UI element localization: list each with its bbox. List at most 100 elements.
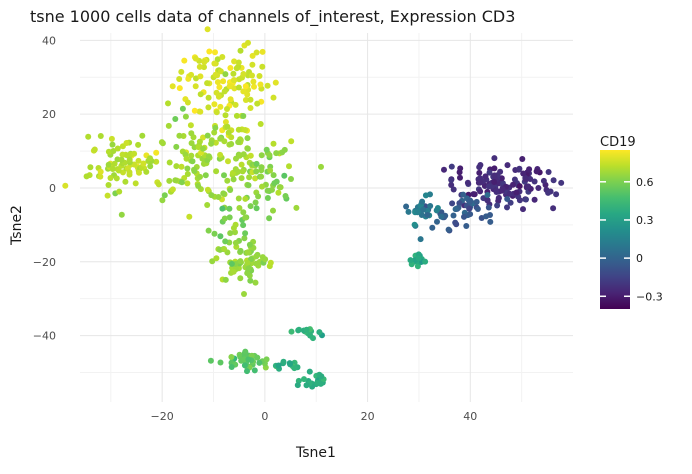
- y-tick-label: −40: [33, 330, 56, 343]
- scatter-point: [241, 235, 248, 242]
- scatter-point: [173, 143, 180, 150]
- scatter-point: [221, 172, 227, 179]
- scatter-point: [235, 126, 242, 133]
- scatter-point: [228, 260, 235, 267]
- scatter-point: [213, 255, 220, 262]
- scatter-point: [245, 182, 252, 189]
- scatter-point: [135, 157, 142, 164]
- scatter-point: [263, 356, 270, 363]
- scatter-point: [240, 222, 247, 229]
- scatter-point: [211, 60, 218, 67]
- scatter-point: [115, 167, 122, 174]
- scatter-point: [540, 177, 547, 184]
- scatter-point: [417, 236, 424, 243]
- scatter-point: [513, 189, 520, 196]
- scatter-point: [169, 83, 176, 90]
- scatter-point: [192, 83, 199, 90]
- scatter-point: [235, 139, 242, 146]
- scatter-point: [429, 224, 436, 231]
- scatter-point: [123, 140, 130, 146]
- x-tick-label: 0: [261, 410, 268, 423]
- scatter-point: [240, 88, 247, 95]
- scatter-point: [231, 85, 238, 92]
- scatter-point: [186, 213, 193, 220]
- scatter-point: [147, 155, 153, 162]
- scatter-point: [403, 203, 410, 210]
- scatter-point: [516, 183, 523, 190]
- scatter-point: [232, 239, 239, 246]
- scatter-point: [213, 109, 220, 116]
- scatter-point: [204, 132, 211, 139]
- scatter-point: [510, 181, 516, 188]
- scatter-point: [438, 213, 445, 220]
- scatter-point: [197, 91, 204, 98]
- scatter-point: [445, 226, 452, 233]
- scatter-point: [201, 59, 208, 65]
- scatter-point: [227, 230, 234, 237]
- scatter-point: [237, 47, 244, 54]
- scatter-point: [272, 79, 279, 86]
- scatter-point: [87, 164, 94, 171]
- scatter-point: [253, 160, 260, 167]
- scatter-point: [288, 176, 294, 182]
- scatter-point: [109, 141, 116, 148]
- scatter-point: [236, 152, 243, 159]
- scatter-point: [407, 257, 414, 264]
- scatter-point: [282, 193, 289, 199]
- scatter-point: [172, 177, 179, 184]
- scatter-point: [240, 71, 247, 77]
- scatter-point: [473, 198, 480, 205]
- scatter-point: [140, 160, 147, 167]
- scatter-point: [217, 135, 224, 142]
- scatter-point: [165, 100, 171, 107]
- scatter-point: [97, 173, 104, 180]
- scatter-point: [266, 215, 273, 222]
- scatter-point: [504, 204, 510, 211]
- scatter-point: [246, 241, 253, 248]
- scatter-point: [227, 65, 234, 71]
- scatter-point: [191, 107, 198, 114]
- scatter-point: [122, 178, 129, 185]
- scatter-point: [214, 79, 221, 86]
- scatter-point: [195, 183, 202, 189]
- scatter-point: [415, 255, 422, 262]
- scatter-point: [230, 225, 237, 231]
- scatter-point: [227, 187, 234, 193]
- scatter-point: [206, 48, 213, 55]
- scatter-point: [242, 214, 249, 221]
- scatter-point: [259, 183, 265, 190]
- scatter-point: [270, 140, 277, 147]
- y-axis-title: Tsne2: [9, 205, 25, 246]
- scatter-point: [477, 188, 484, 195]
- legend-label: 0.6: [636, 176, 654, 189]
- scatter-point: [271, 180, 278, 187]
- scatter-point: [221, 88, 228, 95]
- scatter-point: [527, 176, 534, 182]
- legend-ticks: 0.6 0.3 0 −0.3: [600, 176, 663, 303]
- scatter-point: [85, 133, 92, 140]
- scatter-point: [235, 195, 242, 202]
- scatter-point: [176, 76, 183, 82]
- scatter-point: [213, 168, 220, 175]
- scatter-point: [264, 187, 271, 194]
- scatter-point: [419, 198, 426, 205]
- scatter-point: [107, 175, 114, 181]
- scatter-point: [553, 191, 560, 198]
- scatter-point: [491, 179, 498, 185]
- scatter-point: [216, 84, 223, 91]
- scatter-point: [461, 213, 467, 220]
- scatter-point: [275, 189, 282, 196]
- scatter-point: [422, 258, 429, 265]
- scatter-point: [126, 156, 133, 163]
- scatter-point: [456, 169, 463, 176]
- scatter-point: [242, 348, 249, 355]
- scatter-point: [247, 96, 254, 103]
- scatter-point: [173, 163, 180, 170]
- scatter-point: [550, 205, 557, 212]
- scatter-point: [463, 223, 470, 229]
- scatter-point: [217, 151, 224, 158]
- scatter-point: [494, 202, 501, 209]
- scatter-point: [178, 179, 185, 186]
- scatter-point: [222, 119, 229, 125]
